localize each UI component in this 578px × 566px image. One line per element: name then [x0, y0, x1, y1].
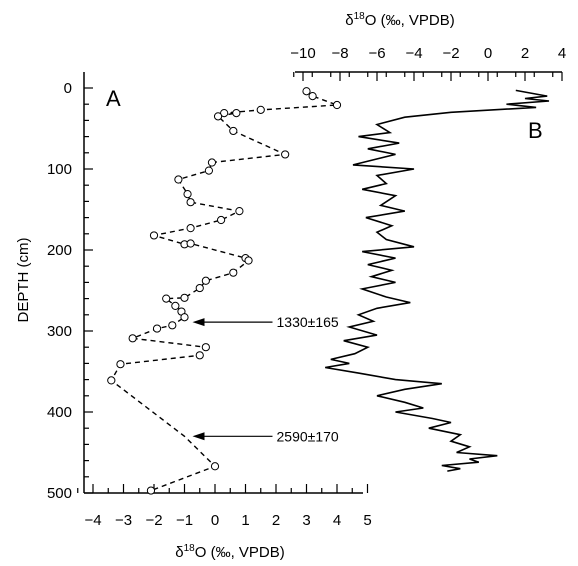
data-point-marker [195, 351, 204, 360]
data-point-marker [180, 313, 189, 322]
top-x-tick-label: 2 [521, 45, 529, 62]
data-point-marker [152, 324, 162, 333]
panel-a-letter: A [106, 86, 121, 111]
data-point-marker [183, 190, 192, 199]
bottom-axis-title: δ18O (‰, VPDB) [175, 543, 285, 561]
bottom-x-tick-label: 1 [241, 512, 249, 529]
top-axis-title-delta: δ [345, 12, 353, 29]
bottom-x-axis-ticks: −4 −3 −2 −1 0 1 2 3 4 5 [77, 484, 372, 529]
bottom-x-tick-label: 4 [333, 512, 341, 529]
top-x-tick-label: 0 [484, 45, 492, 62]
y-tick-label: 300 [47, 323, 72, 340]
data-point-marker [229, 126, 238, 136]
data-point-marker [195, 283, 204, 293]
bottom-x-tick-label: −3 [115, 512, 132, 529]
y-tick-label: 500 [47, 485, 72, 502]
bottom-axis-title-delta: δ [175, 544, 183, 561]
data-point-marker [210, 462, 220, 471]
panel-a-markers [107, 87, 342, 495]
bottom-axis-title-rest: O (‰, VPDB) [195, 544, 285, 561]
data-point-marker [128, 334, 137, 343]
bottom-x-tick-label: 3 [302, 512, 310, 529]
data-point-marker [201, 276, 210, 285]
data-point-marker [213, 112, 223, 121]
age-annotation-label: 2590±170 [277, 428, 339, 444]
y-axis-ticks: 0 100 200 300 400 500 [47, 80, 93, 502]
top-x-tick-label: −4 [405, 45, 422, 62]
bottom-axis-title-sup: 18 [184, 543, 196, 554]
data-point-marker [244, 256, 253, 265]
data-point-marker [168, 321, 177, 330]
top-axis-title-sup: 18 [354, 11, 366, 22]
annotation-arrow-head [192, 432, 205, 441]
panel-b-letter: B [528, 118, 543, 143]
data-point-marker [217, 215, 226, 225]
bottom-x-tick-label: −1 [176, 512, 193, 529]
data-point-marker [235, 207, 244, 216]
data-point-marker [308, 92, 317, 101]
bottom-x-tick-label: 0 [211, 512, 219, 529]
top-x-tick-label: −10 [290, 45, 315, 62]
y-tick-label: 200 [47, 242, 72, 259]
bottom-x-tick-label: 5 [363, 512, 371, 529]
data-point-marker [146, 486, 156, 495]
data-point-marker [186, 224, 195, 233]
data-point-marker [107, 376, 116, 385]
data-point-marker [171, 301, 180, 310]
y-axis-title: DEPTH (cm) [15, 238, 32, 323]
data-point-marker [186, 198, 195, 207]
age-annotation-label: 1330±165 [277, 314, 339, 330]
bottom-x-tick-label: −2 [145, 512, 162, 529]
top-axis-title: δ18O (‰, VPDB) [345, 11, 455, 29]
bottom-x-tick-label: 2 [272, 512, 280, 529]
data-point-marker [232, 109, 241, 118]
top-x-tick-label: −2 [442, 45, 459, 62]
data-point-marker [256, 105, 265, 114]
top-axis-title-rest: O (‰, VPDB) [365, 12, 455, 29]
y-tick-label: 400 [47, 404, 72, 421]
data-point-marker [180, 293, 189, 302]
annotation-arrow-head [192, 318, 205, 327]
data-point-marker [174, 175, 183, 184]
top-x-tick-label: −6 [368, 45, 385, 62]
data-point-marker [162, 294, 171, 303]
data-point-marker [332, 100, 342, 110]
data-point-marker [149, 231, 159, 240]
y-tick-label: 100 [47, 161, 72, 178]
bottom-x-tick-label: −4 [84, 512, 101, 529]
data-point-marker [207, 158, 217, 167]
top-x-tick-label: 4 [558, 45, 566, 62]
data-point-marker [229, 268, 238, 277]
y-tick-label: 0 [64, 80, 72, 97]
data-point-marker [281, 150, 290, 159]
panel-b-series-line [325, 89, 550, 472]
data-point-marker [186, 239, 195, 248]
data-point-marker [116, 360, 125, 369]
panel-a-dashed-series [110, 90, 338, 492]
data-point-marker [302, 87, 311, 96]
age-annotations: 1330±165 2590±170 [192, 314, 339, 444]
data-point-marker [201, 343, 210, 352]
data-point-marker [204, 166, 213, 175]
top-x-tick-label: −8 [331, 45, 348, 62]
top-x-axis-ticks: −10 −8 −6 −4 −2 0 2 4 [290, 45, 566, 81]
